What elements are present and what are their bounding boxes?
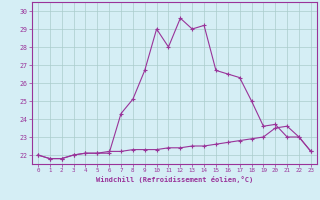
X-axis label: Windchill (Refroidissement éolien,°C): Windchill (Refroidissement éolien,°C) <box>96 176 253 183</box>
